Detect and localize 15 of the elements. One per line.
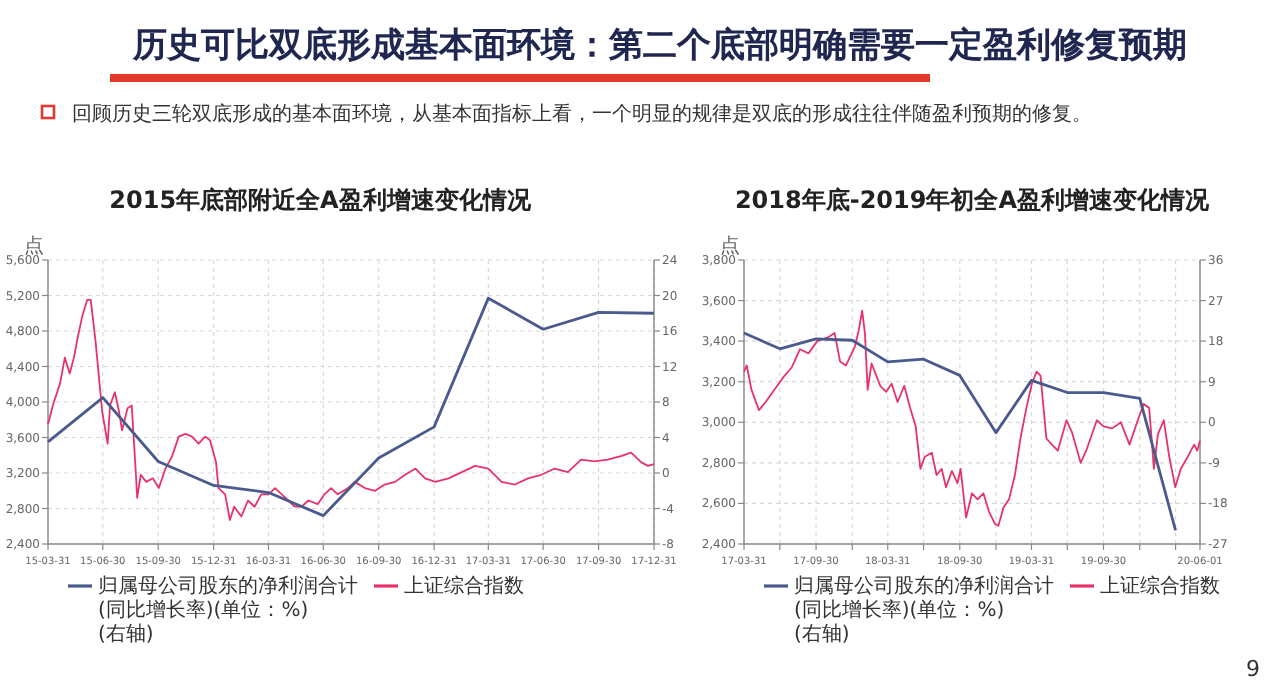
legend: (同比增长率)(单位：%) bbox=[98, 600, 309, 622]
legend: 归属母公司股东的净利润合计 bbox=[794, 576, 1054, 598]
legend: 上证综合指数 bbox=[1100, 576, 1220, 598]
title: 2018年底-2019年初全A盈利增速变化情况 bbox=[734, 186, 1210, 214]
legend: 归属母公司股东的净利润合计 bbox=[98, 576, 358, 598]
legend: (右轴) bbox=[794, 624, 850, 646]
legend: (同比增长率)(单位：%) bbox=[794, 600, 1005, 622]
annotation: 回顾历史三轮双底形成的基本面环境，从基本面指标上看，一个明显的规律是双底的形成往往伴随盈利预期的修复。 bbox=[72, 104, 1092, 126]
legend: (右轴) bbox=[98, 624, 154, 646]
legend: 上证综合指数 bbox=[404, 576, 524, 598]
annotation: 9 bbox=[1246, 656, 1260, 682]
ylabel: 点 bbox=[720, 236, 740, 258]
title: 2015年底部附近全A盈利增速变化情况 bbox=[109, 186, 531, 214]
title: 历史可比双底形成基本面环境：第二个底部明确需要一定盈利修复预期 bbox=[133, 26, 1187, 66]
ylabel: 点 bbox=[24, 236, 44, 258]
